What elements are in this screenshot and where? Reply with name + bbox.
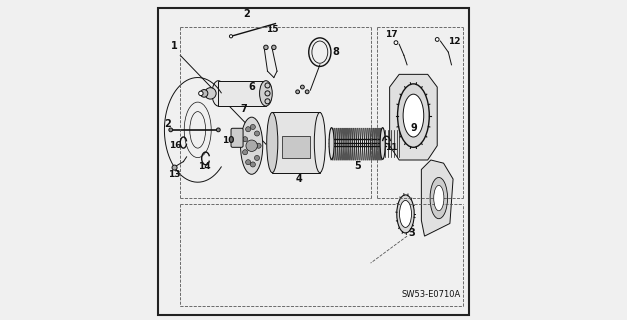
Text: 13: 13 <box>167 170 180 179</box>
Circle shape <box>435 37 439 41</box>
Text: 16: 16 <box>169 141 182 150</box>
Text: 14: 14 <box>198 162 211 171</box>
Polygon shape <box>218 81 266 106</box>
Text: 15: 15 <box>266 25 278 35</box>
Circle shape <box>255 156 260 161</box>
Text: 9: 9 <box>410 123 417 133</box>
Circle shape <box>305 90 309 94</box>
Ellipse shape <box>434 185 444 211</box>
Ellipse shape <box>403 94 424 137</box>
Text: SW53-E0710A: SW53-E0710A <box>401 290 460 299</box>
Text: 17: 17 <box>385 30 398 39</box>
Circle shape <box>265 91 270 96</box>
Text: 6: 6 <box>248 82 255 92</box>
Ellipse shape <box>260 81 272 106</box>
Bar <box>282 136 310 158</box>
Text: 1: 1 <box>171 41 177 51</box>
Polygon shape <box>389 74 437 160</box>
Circle shape <box>246 140 257 151</box>
Circle shape <box>243 137 248 142</box>
Circle shape <box>255 131 260 136</box>
Text: 12: 12 <box>448 36 461 45</box>
Ellipse shape <box>329 128 334 159</box>
Circle shape <box>200 90 208 97</box>
Circle shape <box>296 90 300 94</box>
Circle shape <box>256 143 261 148</box>
Text: 2: 2 <box>243 9 250 19</box>
Ellipse shape <box>397 195 414 233</box>
Circle shape <box>265 99 270 104</box>
Circle shape <box>250 162 255 167</box>
Text: 4: 4 <box>296 174 303 184</box>
Ellipse shape <box>266 112 278 173</box>
Circle shape <box>246 160 251 165</box>
Circle shape <box>169 128 172 132</box>
Text: 3: 3 <box>408 228 415 238</box>
Circle shape <box>216 128 220 132</box>
Ellipse shape <box>190 112 206 148</box>
Ellipse shape <box>312 41 328 63</box>
Text: 2: 2 <box>164 118 171 129</box>
Circle shape <box>265 83 270 88</box>
Text: 11: 11 <box>385 143 398 152</box>
Text: 10: 10 <box>222 136 234 146</box>
Ellipse shape <box>380 128 385 159</box>
Circle shape <box>246 127 251 132</box>
Ellipse shape <box>398 84 429 147</box>
Circle shape <box>229 35 233 38</box>
Circle shape <box>250 124 255 130</box>
Circle shape <box>300 85 304 89</box>
Ellipse shape <box>314 112 325 173</box>
Text: 7: 7 <box>240 104 247 114</box>
FancyBboxPatch shape <box>231 128 243 147</box>
Ellipse shape <box>241 117 263 174</box>
Polygon shape <box>421 160 453 236</box>
Ellipse shape <box>212 81 224 106</box>
Circle shape <box>264 45 268 50</box>
Ellipse shape <box>399 200 411 228</box>
Circle shape <box>394 41 398 44</box>
Circle shape <box>172 165 177 170</box>
Circle shape <box>204 88 216 99</box>
Polygon shape <box>272 112 320 173</box>
Circle shape <box>271 45 276 50</box>
Text: 8: 8 <box>332 47 339 57</box>
Text: 5: 5 <box>354 161 361 171</box>
Circle shape <box>243 150 248 155</box>
Circle shape <box>199 91 203 96</box>
Ellipse shape <box>430 178 448 219</box>
